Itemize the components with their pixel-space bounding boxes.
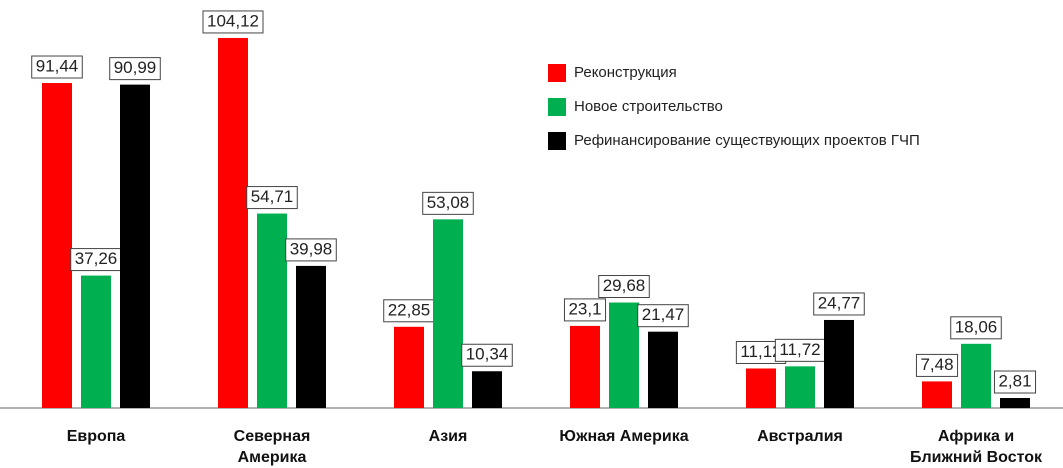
legend-swatch — [548, 64, 566, 82]
bar — [746, 368, 776, 408]
bar — [785, 366, 815, 408]
value-label: 11,12 — [740, 342, 781, 361]
bar — [570, 325, 600, 408]
legend-swatch — [548, 132, 566, 150]
value-label: 7,48 — [920, 355, 953, 374]
value-label-box — [109, 57, 161, 81]
value-label: 104,12 — [207, 11, 259, 30]
value-label-box — [637, 304, 689, 328]
value-label-box — [813, 292, 865, 316]
bar — [922, 381, 952, 408]
bar — [218, 37, 248, 408]
value-label: 39,98 — [290, 239, 333, 258]
value-label: 2,81 — [998, 371, 1031, 390]
value-label: 11,72 — [779, 340, 820, 359]
value-label-box — [993, 370, 1037, 394]
value-label: 21,47 — [642, 305, 685, 324]
category-label: Северная Америка — [233, 428, 311, 466]
bar — [609, 302, 639, 408]
category-label: Африка и Ближний Восток — [909, 428, 1043, 466]
value-label: 23,1 — [568, 299, 601, 318]
category-label: Южная Америка — [559, 428, 689, 445]
value-label: 24,77 — [818, 293, 861, 312]
category-label: Азия — [428, 428, 468, 445]
legend-swatch — [548, 98, 566, 116]
value-label: 18,06 — [955, 317, 998, 336]
bar — [1000, 398, 1030, 408]
legend-label: Новое строительство — [574, 98, 723, 115]
bar — [472, 371, 502, 408]
value-label: 53,08 — [427, 193, 470, 212]
value-label-box — [563, 298, 607, 322]
category-label: Австралия — [757, 428, 843, 445]
value-label: 37,26 — [75, 249, 118, 268]
bar — [433, 219, 463, 408]
value-label-box — [950, 316, 1002, 340]
bar — [257, 213, 287, 408]
category-label: Европа — [66, 428, 126, 445]
bar — [120, 84, 150, 409]
bar — [961, 343, 991, 408]
bar — [648, 331, 678, 408]
value-label: 90,99 — [114, 58, 157, 77]
value-label-box — [285, 238, 337, 262]
value-label: 91,44 — [36, 57, 79, 76]
value-label: 29,68 — [603, 276, 646, 295]
legend-label: Реконструкция — [574, 64, 677, 81]
value-label-box — [246, 186, 298, 210]
value-label: 54,71 — [251, 187, 294, 206]
value-label: 22,85 — [388, 300, 431, 319]
value-label-box — [202, 10, 264, 34]
legend-label: Рефинансирование существующих проектов Г… — [574, 132, 920, 149]
value-label-box — [461, 343, 513, 367]
value-label: 10,34 — [466, 345, 509, 364]
bar — [824, 319, 854, 408]
bar — [81, 275, 111, 408]
bar — [296, 265, 326, 408]
value-label-box — [31, 55, 83, 79]
bar — [394, 326, 424, 408]
value-label-box — [598, 275, 650, 299]
value-label-box — [422, 191, 474, 215]
value-label-box — [915, 353, 959, 377]
bar — [42, 83, 72, 408]
